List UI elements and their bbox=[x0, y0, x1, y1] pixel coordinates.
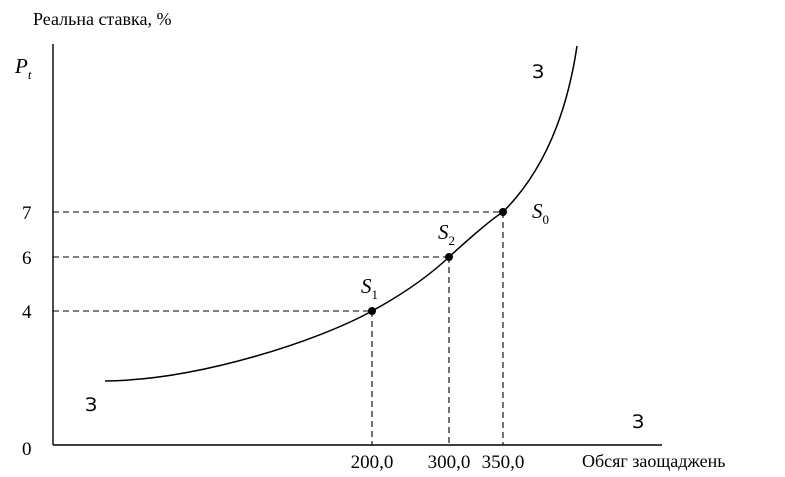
y-axis-label: Реальна ставка, % bbox=[33, 9, 171, 29]
x-tick-300-0: 300,0 bbox=[428, 452, 471, 473]
x-tick-200-0: 200,0 bbox=[351, 452, 394, 473]
origin-label: 0 bbox=[22, 439, 32, 460]
x-tick-350-0: 350,0 bbox=[482, 452, 525, 473]
x-axis-label: Обсяг заощаджень bbox=[582, 451, 725, 471]
y-symbol-sub: t bbox=[28, 67, 32, 82]
y-axis-symbol: Pt bbox=[14, 54, 32, 82]
y-tick-4: 4 bbox=[22, 302, 32, 323]
y-tick-7: 7 bbox=[22, 203, 32, 224]
guide-lines bbox=[53, 211, 504, 445]
point-s1 bbox=[368, 307, 376, 315]
data-points: S1 S2 S0 bbox=[361, 199, 549, 315]
tick-labels: 7 6 4 200,0 300,0 350,0 bbox=[22, 203, 524, 473]
supply-curve bbox=[104, 45, 578, 382]
curve-label-upper: З bbox=[532, 61, 544, 83]
curve-label-x-axis-end: З bbox=[632, 411, 644, 433]
y-tick-6: 6 bbox=[22, 248, 32, 269]
point-label-s0: S0 bbox=[532, 199, 549, 227]
point-label-s2: S2 bbox=[438, 220, 455, 248]
point-label-s1: S1 bbox=[361, 274, 378, 302]
y-symbol-main: P bbox=[14, 54, 28, 78]
point-s0 bbox=[499, 208, 507, 216]
point-s2 bbox=[445, 253, 453, 261]
curve-label-lower: З bbox=[85, 394, 97, 416]
